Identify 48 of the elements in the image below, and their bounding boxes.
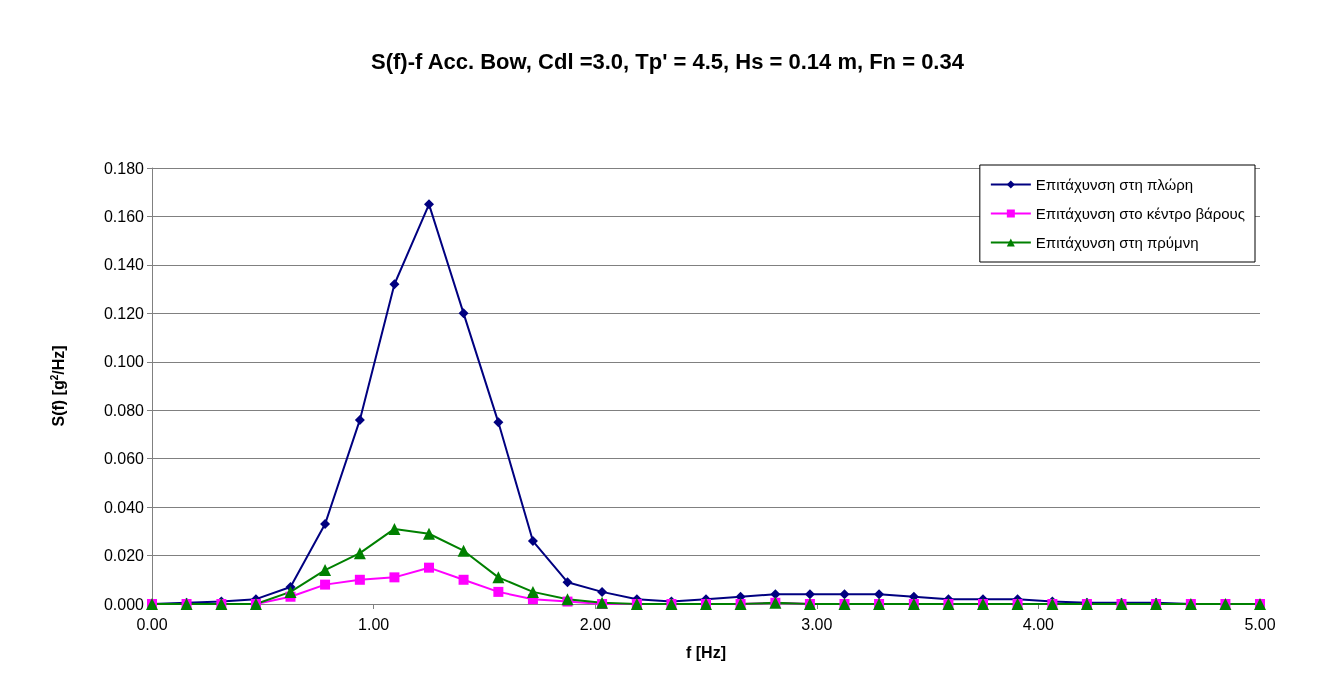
chart-title: S(f)-f Acc. Bow, Cdl =3.0, Tp' = 4.5, Hs = 0.14 m, Fn = 0.34: [371, 48, 965, 74]
y-tick-label: 0.120: [103, 304, 145, 322]
y-tick-label: 0.100: [103, 353, 145, 371]
point: [562, 577, 573, 588]
point: [389, 279, 400, 290]
point: [526, 585, 539, 598]
point: [388, 522, 401, 535]
point: [284, 585, 297, 598]
point: [804, 589, 815, 600]
legend-label: Επιτάχυνση στη πρύμνη: [1035, 234, 1199, 251]
point: [457, 544, 470, 557]
point: [597, 586, 608, 597]
point: [424, 199, 434, 210]
point: [319, 564, 332, 577]
x-tick-label: 1.00: [358, 615, 390, 633]
point: [493, 417, 504, 428]
y-axis-title: S(f) [g2/Hz]: [48, 345, 67, 427]
point: [320, 579, 331, 590]
y-tick-label: 0.180: [103, 159, 145, 177]
legend-label: Επιτάχυνση στο κέντρο βάρους: [1035, 205, 1246, 222]
point: [354, 574, 365, 585]
y-tick-label: 0.020: [103, 547, 145, 565]
x-tick-label: 3.00: [801, 615, 833, 633]
x-axis-title: f [Hz]: [686, 643, 726, 661]
y-tick-label: 0.080: [103, 401, 145, 419]
point: [353, 547, 366, 560]
point: [389, 572, 400, 583]
point: [527, 536, 538, 547]
y-tick-label: 0.140: [103, 256, 145, 274]
point: [839, 589, 850, 600]
point: [423, 527, 435, 540]
point: [320, 519, 331, 530]
point: [458, 308, 469, 319]
y-tick-label: 0.000: [103, 595, 145, 613]
point: [493, 586, 504, 597]
y-tick-label: 0.060: [103, 450, 145, 468]
point: [874, 589, 885, 600]
x-tick-label: 2.00: [579, 615, 611, 633]
y-tick-label: 0.160: [103, 207, 145, 225]
point: [458, 574, 469, 585]
legend-label: Επιτάχυνση στη πλώρη: [1035, 176, 1194, 193]
x-tick-label: 5.00: [1244, 615, 1276, 633]
x-tick-label: 0.00: [136, 615, 168, 633]
point: [354, 414, 365, 425]
point: [492, 571, 505, 584]
y-tick-label: 0.040: [103, 498, 145, 516]
point: [424, 562, 434, 573]
x-tick-label: 4.00: [1022, 615, 1055, 633]
